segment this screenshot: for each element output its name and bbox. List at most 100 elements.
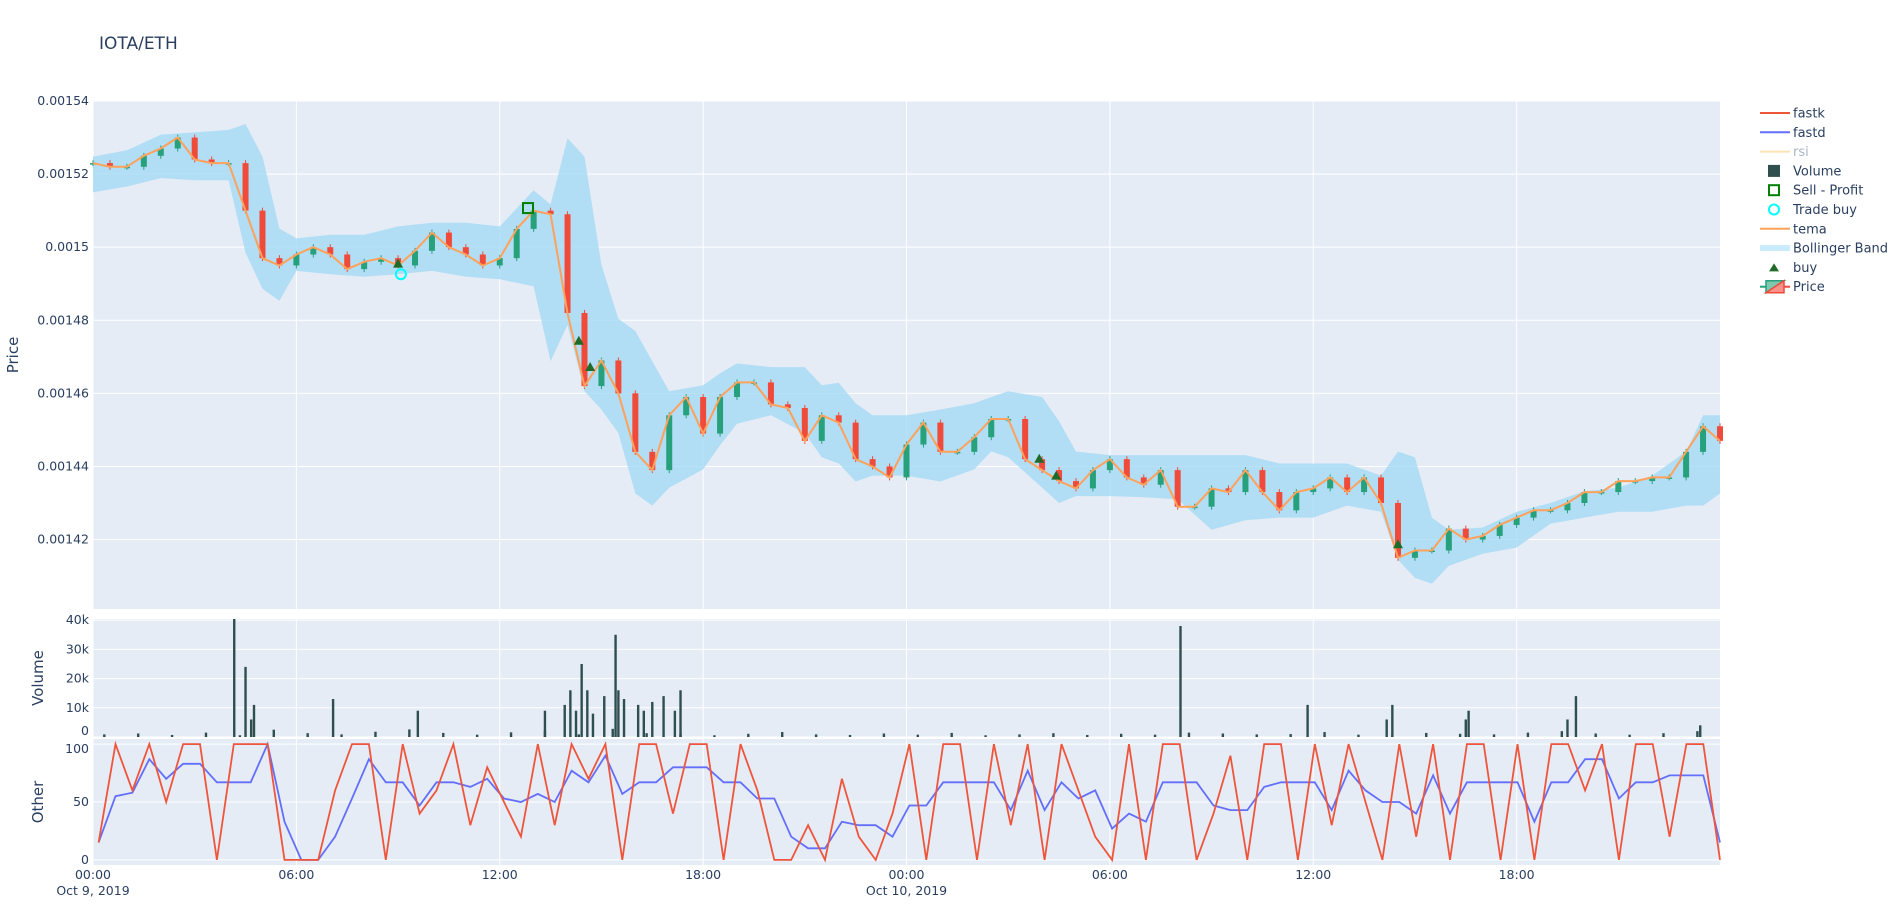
volume-bar (713, 735, 716, 737)
candle-body (140, 155, 147, 167)
volume-bar (170, 734, 174, 737)
volume-ytick-label: 10k (66, 700, 90, 715)
volume-bar (1560, 731, 1564, 737)
volume-bar (882, 733, 886, 737)
price-axis-title: Price (4, 337, 22, 374)
volume-bar (340, 734, 343, 737)
trade-buy-marker (394, 268, 407, 281)
candle-body (1039, 459, 1046, 471)
volume-bar (1289, 734, 1292, 737)
volume-bar (950, 732, 953, 737)
candle-body (1259, 470, 1266, 493)
legend-item-volume[interactable]: Volume (1768, 164, 1841, 179)
buy-marker (1034, 453, 1045, 463)
candle-body (1022, 418, 1029, 460)
volume-bar (1594, 733, 1597, 737)
legend-item-tema[interactable]: tema (1760, 222, 1827, 237)
plot-panels[interactable]: 0.00142 0.00144 0.00146 0.00148 0.0015 0.0015… (4, 93, 1723, 898)
volume-bar (617, 690, 620, 737)
legend-item-bollinger-band[interactable]: Bollinger Band (1760, 242, 1888, 257)
x-tick-label: 12:00 (1295, 867, 1331, 882)
volume-bar (509, 732, 513, 737)
legend-item-buy[interactable]: buy (1769, 261, 1817, 276)
candle-body (208, 159, 215, 164)
x-tick-label: 06:00 (1092, 867, 1128, 882)
candle-body (886, 466, 893, 478)
legend-item-rsi[interactable]: rsi (1760, 145, 1809, 160)
candle-body (157, 148, 164, 156)
candle-body (1394, 503, 1401, 558)
band-legend-symbol (1760, 245, 1790, 252)
volume-bar (1119, 733, 1123, 737)
legend-item-sell-profit[interactable]: Sell - Profit (1768, 184, 1863, 199)
candle-body (1378, 477, 1385, 504)
buy-marker (1051, 470, 1062, 480)
candle-body (106, 163, 113, 167)
volume-bar (1255, 734, 1258, 737)
x-tick-label: 00:00 (75, 867, 111, 882)
volume-ytick-label: 40k (66, 612, 90, 627)
legend-label: Trade buy (1792, 203, 1857, 218)
price-ytick-label: 0.00152 (37, 166, 89, 181)
volume-bar (563, 704, 566, 737)
volume-bar (374, 731, 377, 737)
candle-body (649, 451, 656, 471)
candle-body (734, 382, 741, 398)
price-ytick-label: 0.00142 (37, 532, 89, 547)
square-icon (1768, 184, 1780, 197)
candle-body (1174, 470, 1181, 507)
candle-body (767, 382, 774, 405)
volume-bar (252, 704, 256, 737)
candle-body (1225, 488, 1232, 493)
x-tick-label: 06:00 (278, 867, 314, 882)
legend-label: Price (1793, 280, 1825, 295)
candle-body (530, 210, 537, 229)
volume-bar (1385, 719, 1388, 737)
legend-item-fastd[interactable]: fastd (1760, 126, 1826, 141)
price-ytick-label: 0.00154 (37, 93, 89, 108)
volume-bar (984, 735, 987, 737)
volume-bar (614, 634, 617, 737)
candle-body (310, 247, 317, 255)
candle-body (717, 397, 724, 434)
candle-body (1496, 524, 1503, 536)
price-ytick-label: 0.00144 (37, 458, 89, 473)
candle-body (1581, 492, 1588, 504)
volume-bar (577, 734, 581, 737)
candle-body (1411, 550, 1418, 558)
candle-body (920, 422, 927, 445)
volume-bar (1628, 734, 1631, 737)
volume-bar (1464, 719, 1467, 737)
volume-bar (1357, 734, 1360, 737)
volume-bar (586, 690, 589, 737)
candle-body (903, 444, 910, 478)
legend[interactable]: fastk fastd rsi Volume Sell - Profit Trade bu… (1760, 107, 1888, 296)
bollinger-band (93, 124, 1720, 584)
volume-bar (1187, 732, 1191, 737)
x-tick-label: 00:00 (888, 867, 924, 882)
candle-body (412, 250, 419, 266)
candle-body (1615, 481, 1622, 493)
volume-bar (574, 710, 578, 737)
volume-bar (679, 690, 682, 737)
legend-item-price[interactable]: Price (1760, 279, 1825, 295)
legend-item-fastk[interactable]: fastk (1760, 107, 1825, 122)
legend-item-trade-buy[interactable]: Trade buy (1768, 203, 1857, 218)
x-tick-label: 18:00 (685, 867, 721, 882)
volume-bar (331, 699, 335, 737)
volume-bar (233, 619, 236, 737)
chart-title: IOTA/ETH (99, 34, 178, 54)
legend-label: Volume (1793, 164, 1841, 179)
candle-body (1683, 451, 1690, 478)
volume-bar (1179, 626, 1182, 737)
candle-body (293, 254, 300, 266)
volume-bar (569, 690, 572, 737)
candle-body (1700, 426, 1707, 452)
candle-body (1361, 477, 1368, 493)
candle-body (479, 254, 486, 266)
volume-bar (1153, 734, 1157, 737)
fastk-line (97, 740, 1721, 863)
price-ytick-label: 0.0015 (45, 239, 89, 254)
buy-marker (393, 258, 404, 268)
candle-body (513, 228, 520, 259)
